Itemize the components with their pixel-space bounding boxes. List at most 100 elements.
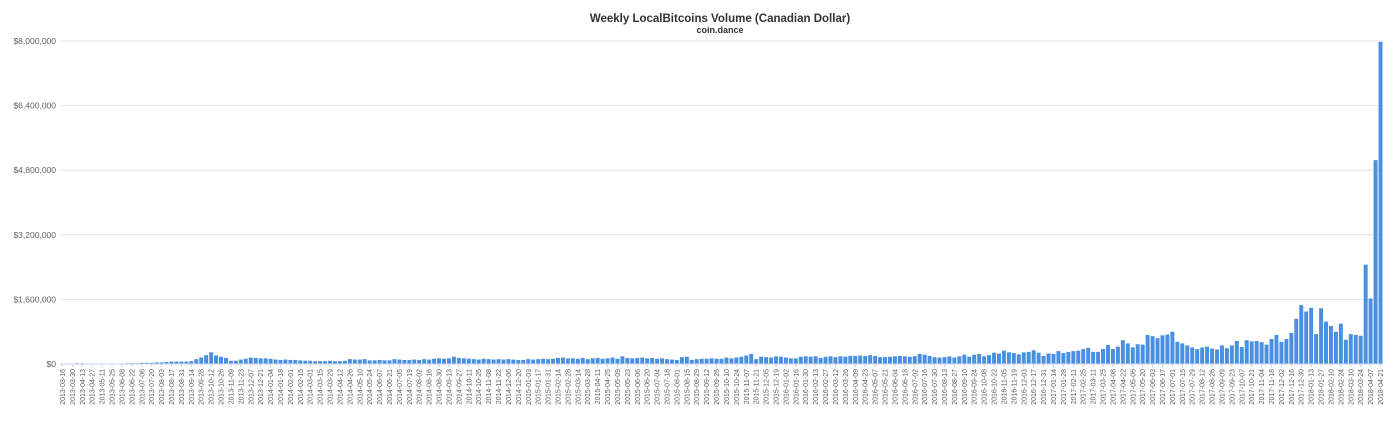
bar[interactable] xyxy=(1339,324,1343,364)
bar[interactable] xyxy=(952,358,956,364)
bar[interactable] xyxy=(561,358,565,364)
bar[interactable] xyxy=(784,358,788,364)
bar[interactable] xyxy=(432,359,436,364)
bar[interactable] xyxy=(402,360,406,364)
bar[interactable] xyxy=(368,360,372,364)
bar[interactable] xyxy=(1240,347,1244,364)
bar[interactable] xyxy=(209,352,213,364)
bar[interactable] xyxy=(749,354,753,364)
bar[interactable] xyxy=(1185,345,1189,364)
bar[interactable] xyxy=(972,355,976,364)
bar[interactable] xyxy=(1175,342,1179,364)
bar[interactable] xyxy=(1289,333,1293,364)
bar[interactable] xyxy=(259,358,263,364)
bar[interactable] xyxy=(506,359,510,364)
bar[interactable] xyxy=(1309,308,1313,364)
bar[interactable] xyxy=(224,358,228,364)
bar[interactable] xyxy=(655,359,659,364)
bar[interactable] xyxy=(1042,356,1046,364)
bar[interactable] xyxy=(279,360,283,364)
bar[interactable] xyxy=(1056,351,1060,364)
bar[interactable] xyxy=(774,356,778,364)
bar[interactable] xyxy=(1364,265,1368,364)
bar[interactable] xyxy=(452,357,456,364)
bar[interactable] xyxy=(630,358,634,364)
bar[interactable] xyxy=(833,357,837,364)
bar[interactable] xyxy=(1200,347,1204,364)
bar[interactable] xyxy=(739,357,743,364)
bar[interactable] xyxy=(1334,332,1338,364)
bar[interactable] xyxy=(264,358,268,364)
bar[interactable] xyxy=(1165,335,1169,364)
bar[interactable] xyxy=(1215,349,1219,364)
bar[interactable] xyxy=(447,358,451,364)
bar[interactable] xyxy=(378,360,382,364)
bar[interactable] xyxy=(388,360,392,364)
bar[interactable] xyxy=(571,358,575,364)
bar[interactable] xyxy=(199,358,203,364)
bar[interactable] xyxy=(858,356,862,364)
bar[interactable] xyxy=(715,359,719,364)
bar[interactable] xyxy=(794,358,798,364)
bar[interactable] xyxy=(829,356,833,364)
bar[interactable] xyxy=(1369,299,1373,364)
bar[interactable] xyxy=(606,358,610,364)
bar[interactable] xyxy=(670,360,674,364)
bar[interactable] xyxy=(1017,354,1021,364)
bar[interactable] xyxy=(814,356,818,364)
bar[interactable] xyxy=(729,358,733,364)
bar[interactable] xyxy=(943,357,947,364)
bar[interactable] xyxy=(1284,339,1288,364)
bar[interactable] xyxy=(551,359,555,364)
bar[interactable] xyxy=(502,360,506,364)
bar[interactable] xyxy=(437,358,441,364)
bar[interactable] xyxy=(283,360,287,364)
bar[interactable] xyxy=(497,359,501,364)
bar[interactable] xyxy=(1299,305,1303,364)
bar[interactable] xyxy=(1260,342,1264,364)
bar[interactable] xyxy=(596,358,600,364)
bar[interactable] xyxy=(933,357,937,364)
bar[interactable] xyxy=(526,359,530,364)
bar[interactable] xyxy=(269,359,273,364)
bar[interactable] xyxy=(997,354,1001,365)
bar[interactable] xyxy=(442,359,446,364)
bar[interactable] xyxy=(462,358,466,364)
bar[interactable] xyxy=(1071,351,1075,364)
bar[interactable] xyxy=(734,358,738,364)
bar[interactable] xyxy=(1106,345,1110,364)
bar[interactable] xyxy=(1225,348,1229,364)
bar[interactable] xyxy=(249,358,253,364)
bar[interactable] xyxy=(799,357,803,364)
bar[interactable] xyxy=(754,359,758,364)
bar[interactable] xyxy=(1170,332,1174,364)
bar[interactable] xyxy=(472,359,476,364)
bar[interactable] xyxy=(363,359,367,364)
bar[interactable] xyxy=(962,355,966,364)
bar[interactable] xyxy=(521,360,525,364)
bar[interactable] xyxy=(744,356,748,364)
bar[interactable] xyxy=(1101,349,1105,364)
bar[interactable] xyxy=(611,358,615,364)
bar[interactable] xyxy=(274,360,278,364)
bar[interactable] xyxy=(868,355,872,364)
bar[interactable] xyxy=(417,360,421,364)
bar[interactable] xyxy=(353,360,357,364)
bar[interactable] xyxy=(1151,336,1155,364)
bar[interactable] xyxy=(601,359,605,364)
bar[interactable] xyxy=(724,358,728,364)
bar[interactable] xyxy=(1190,347,1194,364)
bar[interactable] xyxy=(700,359,704,364)
bar[interactable] xyxy=(566,358,570,364)
bar[interactable] xyxy=(358,360,362,364)
bar[interactable] xyxy=(908,357,912,364)
bar[interactable] xyxy=(412,360,416,364)
bar[interactable] xyxy=(888,357,892,364)
bar[interactable] xyxy=(392,359,396,364)
bar[interactable] xyxy=(1037,353,1041,364)
bar[interactable] xyxy=(1270,339,1274,364)
bar[interactable] xyxy=(373,360,377,364)
bar[interactable] xyxy=(1141,345,1145,364)
bar[interactable] xyxy=(863,356,867,364)
bar[interactable] xyxy=(422,359,426,364)
